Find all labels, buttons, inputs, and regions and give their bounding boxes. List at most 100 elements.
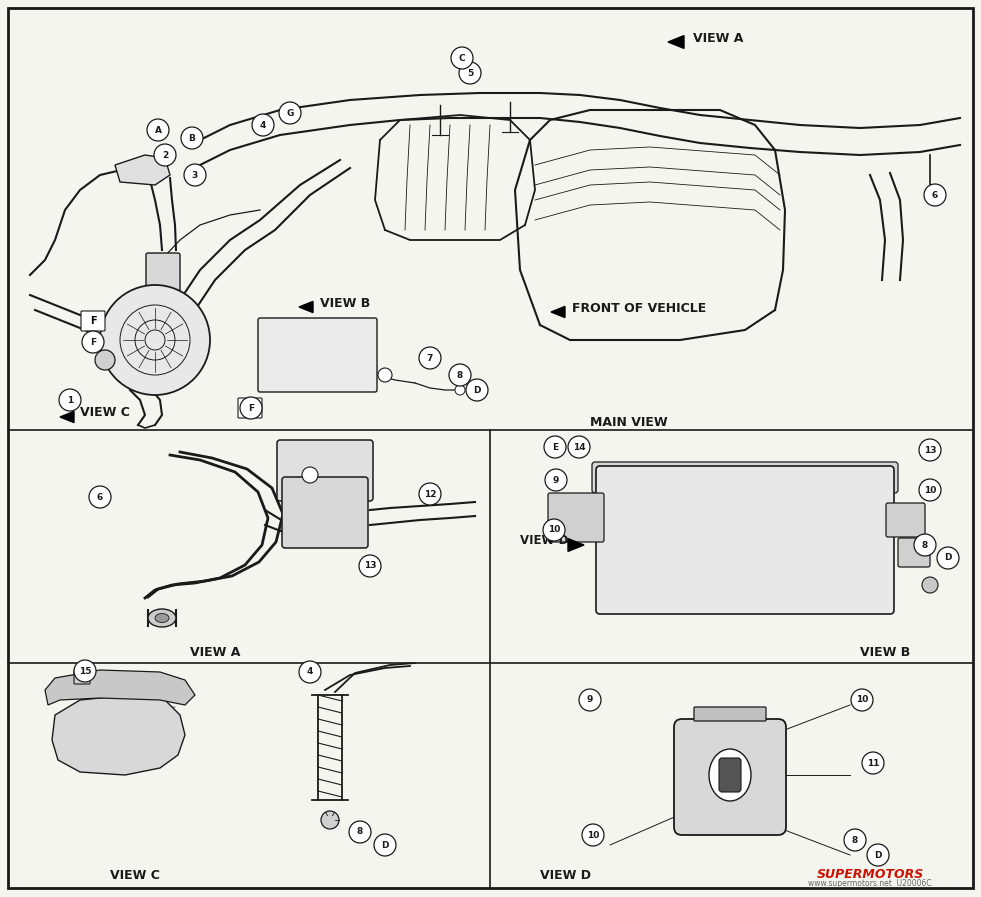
Text: FRONT OF VEHICLE: FRONT OF VEHICLE — [572, 301, 706, 315]
Polygon shape — [568, 538, 584, 552]
Text: VIEW B: VIEW B — [860, 646, 910, 658]
Text: VIEW C: VIEW C — [110, 868, 160, 882]
Text: 9: 9 — [587, 695, 594, 704]
Circle shape — [321, 811, 339, 829]
Polygon shape — [299, 301, 313, 312]
Polygon shape — [115, 155, 170, 185]
FancyBboxPatch shape — [277, 440, 373, 501]
Text: B: B — [188, 134, 195, 143]
Circle shape — [919, 439, 941, 461]
Circle shape — [154, 144, 176, 166]
Text: 10: 10 — [587, 831, 599, 840]
Circle shape — [59, 389, 81, 411]
Circle shape — [862, 752, 884, 774]
Text: 8: 8 — [457, 370, 463, 379]
Text: 9: 9 — [553, 475, 559, 484]
Circle shape — [919, 479, 941, 501]
Text: C: C — [459, 54, 465, 63]
Text: F: F — [248, 404, 254, 413]
Polygon shape — [45, 670, 195, 705]
Text: 4: 4 — [260, 120, 266, 129]
Circle shape — [545, 469, 567, 491]
Text: 10: 10 — [924, 485, 936, 494]
Circle shape — [924, 184, 946, 206]
Text: VIEW A: VIEW A — [190, 646, 240, 658]
Text: VIEW D: VIEW D — [520, 534, 568, 546]
Circle shape — [914, 534, 936, 556]
Text: 8: 8 — [852, 835, 858, 844]
Circle shape — [867, 844, 889, 866]
Circle shape — [378, 368, 392, 382]
Text: 2: 2 — [162, 151, 168, 160]
Circle shape — [582, 824, 604, 846]
Text: 3: 3 — [192, 170, 198, 179]
Text: VIEW C: VIEW C — [80, 405, 129, 419]
FancyBboxPatch shape — [886, 503, 925, 537]
Text: F: F — [90, 337, 96, 346]
Text: VIEW D: VIEW D — [540, 868, 591, 882]
Text: E: E — [552, 442, 558, 451]
FancyBboxPatch shape — [694, 707, 766, 721]
Circle shape — [544, 436, 566, 458]
FancyBboxPatch shape — [258, 318, 377, 392]
Text: www.supermotors.net  U20006C: www.supermotors.net U20006C — [808, 878, 932, 887]
Text: F: F — [246, 403, 253, 413]
Circle shape — [95, 350, 115, 370]
Circle shape — [147, 119, 169, 141]
Circle shape — [937, 547, 959, 569]
Circle shape — [181, 127, 203, 149]
Circle shape — [543, 519, 565, 541]
FancyBboxPatch shape — [596, 466, 894, 614]
Text: 14: 14 — [573, 442, 586, 451]
Polygon shape — [60, 412, 74, 422]
Text: 15: 15 — [78, 666, 91, 675]
Text: 7: 7 — [427, 353, 434, 362]
Circle shape — [449, 364, 471, 386]
Circle shape — [89, 486, 111, 508]
Text: 13: 13 — [924, 446, 936, 455]
Text: 8: 8 — [357, 828, 363, 837]
Ellipse shape — [148, 609, 176, 627]
Polygon shape — [52, 695, 185, 775]
Circle shape — [579, 689, 601, 711]
Text: G: G — [286, 109, 293, 118]
FancyBboxPatch shape — [282, 477, 368, 548]
FancyBboxPatch shape — [674, 719, 786, 835]
Text: D: D — [945, 553, 952, 562]
Text: 4: 4 — [307, 667, 313, 676]
Text: SUPERMOTORS: SUPERMOTORS — [816, 867, 924, 881]
Text: 11: 11 — [867, 759, 879, 768]
Text: 8: 8 — [922, 541, 928, 550]
Text: MAIN VIEW: MAIN VIEW — [590, 415, 668, 429]
FancyBboxPatch shape — [548, 493, 604, 542]
Text: F: F — [89, 316, 96, 326]
Circle shape — [349, 821, 371, 843]
Circle shape — [568, 436, 590, 458]
FancyBboxPatch shape — [238, 398, 262, 418]
Circle shape — [455, 385, 465, 395]
Text: A: A — [154, 126, 162, 135]
Circle shape — [459, 62, 481, 84]
Circle shape — [240, 397, 262, 419]
Circle shape — [359, 555, 381, 577]
Circle shape — [844, 829, 866, 851]
FancyBboxPatch shape — [146, 253, 180, 292]
FancyBboxPatch shape — [81, 311, 105, 331]
Circle shape — [74, 660, 96, 682]
Circle shape — [252, 114, 274, 136]
Text: 13: 13 — [364, 562, 377, 570]
Circle shape — [374, 834, 396, 856]
Text: 6: 6 — [932, 190, 938, 199]
Circle shape — [419, 347, 441, 369]
Circle shape — [419, 483, 441, 505]
Text: 10: 10 — [855, 695, 868, 704]
Ellipse shape — [155, 614, 169, 623]
Text: 10: 10 — [547, 526, 560, 535]
Circle shape — [302, 467, 318, 483]
FancyBboxPatch shape — [898, 538, 930, 567]
Circle shape — [922, 577, 938, 593]
Circle shape — [100, 285, 210, 395]
Circle shape — [451, 47, 473, 69]
Circle shape — [851, 689, 873, 711]
Text: D: D — [473, 386, 481, 395]
